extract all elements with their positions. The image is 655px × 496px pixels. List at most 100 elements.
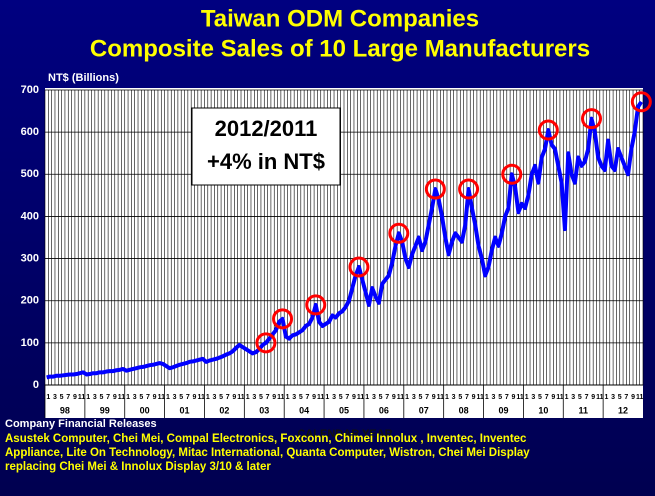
x-tick-label: 3 [492,394,496,401]
x-tick-label: 1 [525,394,529,401]
footnote: Asustek Computer, Chei Mei, Compal Elect… [5,433,527,445]
year-label: 00 [140,405,150,415]
x-tick-label: 5 [299,394,303,401]
y-tick-label: 300 [21,252,39,264]
x-tick-label: 7 [385,394,389,401]
x-tick-label: 5 [339,394,343,401]
x-tick-label: 1 [86,394,90,401]
x-tick-label: 11 [477,394,485,401]
chart-title: Composite Sales of 10 Large Manufacturer… [90,35,590,62]
x-axis-label: CALENDAR YEAR [297,428,392,440]
x-tick-label: 11 [237,394,245,401]
highlight-circle [537,119,559,141]
x-tick-label: 1 [365,394,369,401]
x-tick-label: 3 [292,394,296,401]
x-tick-label: 5 [418,394,422,401]
highlight-circle [630,91,652,113]
year-label: 02 [219,405,229,415]
x-tick-label: 11 [317,394,325,401]
y-axis-label: NT$ (Billions) [48,72,119,84]
x-tick-label: 1 [46,394,50,401]
x-tick-label: 3 [531,394,535,401]
y-tick-label: 600 [21,126,39,138]
x-tick-label: 1 [565,394,569,401]
x-tick-label: 3 [53,394,57,401]
year-label: 07 [419,405,429,415]
x-tick-label: 1 [485,394,489,401]
x-tick-label: 5 [139,394,143,401]
year-label: 03 [259,405,269,415]
x-tick-label: 5 [379,394,383,401]
x-tick-label: 11 [78,394,86,401]
x-tick-label: 7 [146,394,150,401]
x-tick-label: 7 [306,394,310,401]
x-tick-label: 1 [166,394,170,401]
source: Company Financial Releases [5,418,157,430]
x-tick-label: 1 [286,394,290,401]
x-tick-label: 11 [516,394,524,401]
year-label: 99 [100,405,110,415]
x-tick-label: 5 [219,394,223,401]
highlight-circle [458,178,480,200]
x-tick-label: 11 [277,394,285,401]
x-tick-label: 5 [179,394,183,401]
x-tick-label: 11 [397,394,405,401]
x-tick-label: 9 [193,394,197,401]
x-tick-label: 7 [266,394,270,401]
footnote: replacing Chei Mei & Innolux Display 3/1… [5,461,271,473]
x-tick-label: 3 [93,394,97,401]
x-tick-label: 1 [325,394,329,401]
highlight-circle [255,332,277,354]
annotation: 2012/2011 [215,116,318,141]
year-label: 98 [60,405,70,415]
x-tick-label: 5 [578,394,582,401]
year-label: 11 [578,405,588,415]
y-tick-label: 700 [21,84,39,96]
x-tick-label: 9 [113,394,117,401]
annotation: +4% in NT$ [207,149,325,174]
x-tick-label: 11 [357,394,365,401]
x-tick-label: 9 [631,394,635,401]
x-tick-label: 7 [66,394,70,401]
x-tick-label: 11 [596,394,604,401]
year-label: 12 [618,405,628,415]
x-tick-label: 9 [352,394,356,401]
year-label: 10 [538,405,548,415]
x-tick-label: 5 [60,394,64,401]
x-tick-label: 1 [445,394,449,401]
highlight-circle [305,294,327,316]
x-tick-label: 5 [618,394,622,401]
x-tick-label: 3 [332,394,336,401]
x-tick-label: 7 [425,394,429,401]
x-tick-label: 11 [197,394,205,401]
year-label: 08 [459,405,469,415]
x-tick-label: 5 [458,394,462,401]
year-label: 01 [180,405,190,415]
annotation-box [191,107,341,186]
x-tick-label: 5 [259,394,263,401]
x-tick-label: 7 [345,394,349,401]
x-tick-label: 3 [212,394,216,401]
chart-title: Taiwan ODM Companies [201,5,479,32]
highlight-circle [501,163,523,185]
x-tick-label: 3 [252,394,256,401]
x-tick-label: 5 [498,394,502,401]
x-tick-label: 9 [432,394,436,401]
x-tick-label: 3 [372,394,376,401]
x-tick-label: 3 [452,394,456,401]
x-tick-label: 11 [158,394,166,401]
year-label: 05 [339,405,349,415]
x-tick-label: 7 [624,394,628,401]
highlight-circle [581,108,603,130]
x-tick-label: 9 [392,394,396,401]
y-tick-label: 500 [21,168,39,180]
x-tick-label: 5 [100,394,104,401]
y-tick-label: 0 [33,379,39,391]
x-tick-label: 1 [605,394,609,401]
x-tick-label: 7 [226,394,230,401]
x-tick-label: 1 [405,394,409,401]
y-tick-label: 400 [21,210,39,222]
x-tick-label: 1 [206,394,210,401]
x-tick-label: 3 [571,394,575,401]
